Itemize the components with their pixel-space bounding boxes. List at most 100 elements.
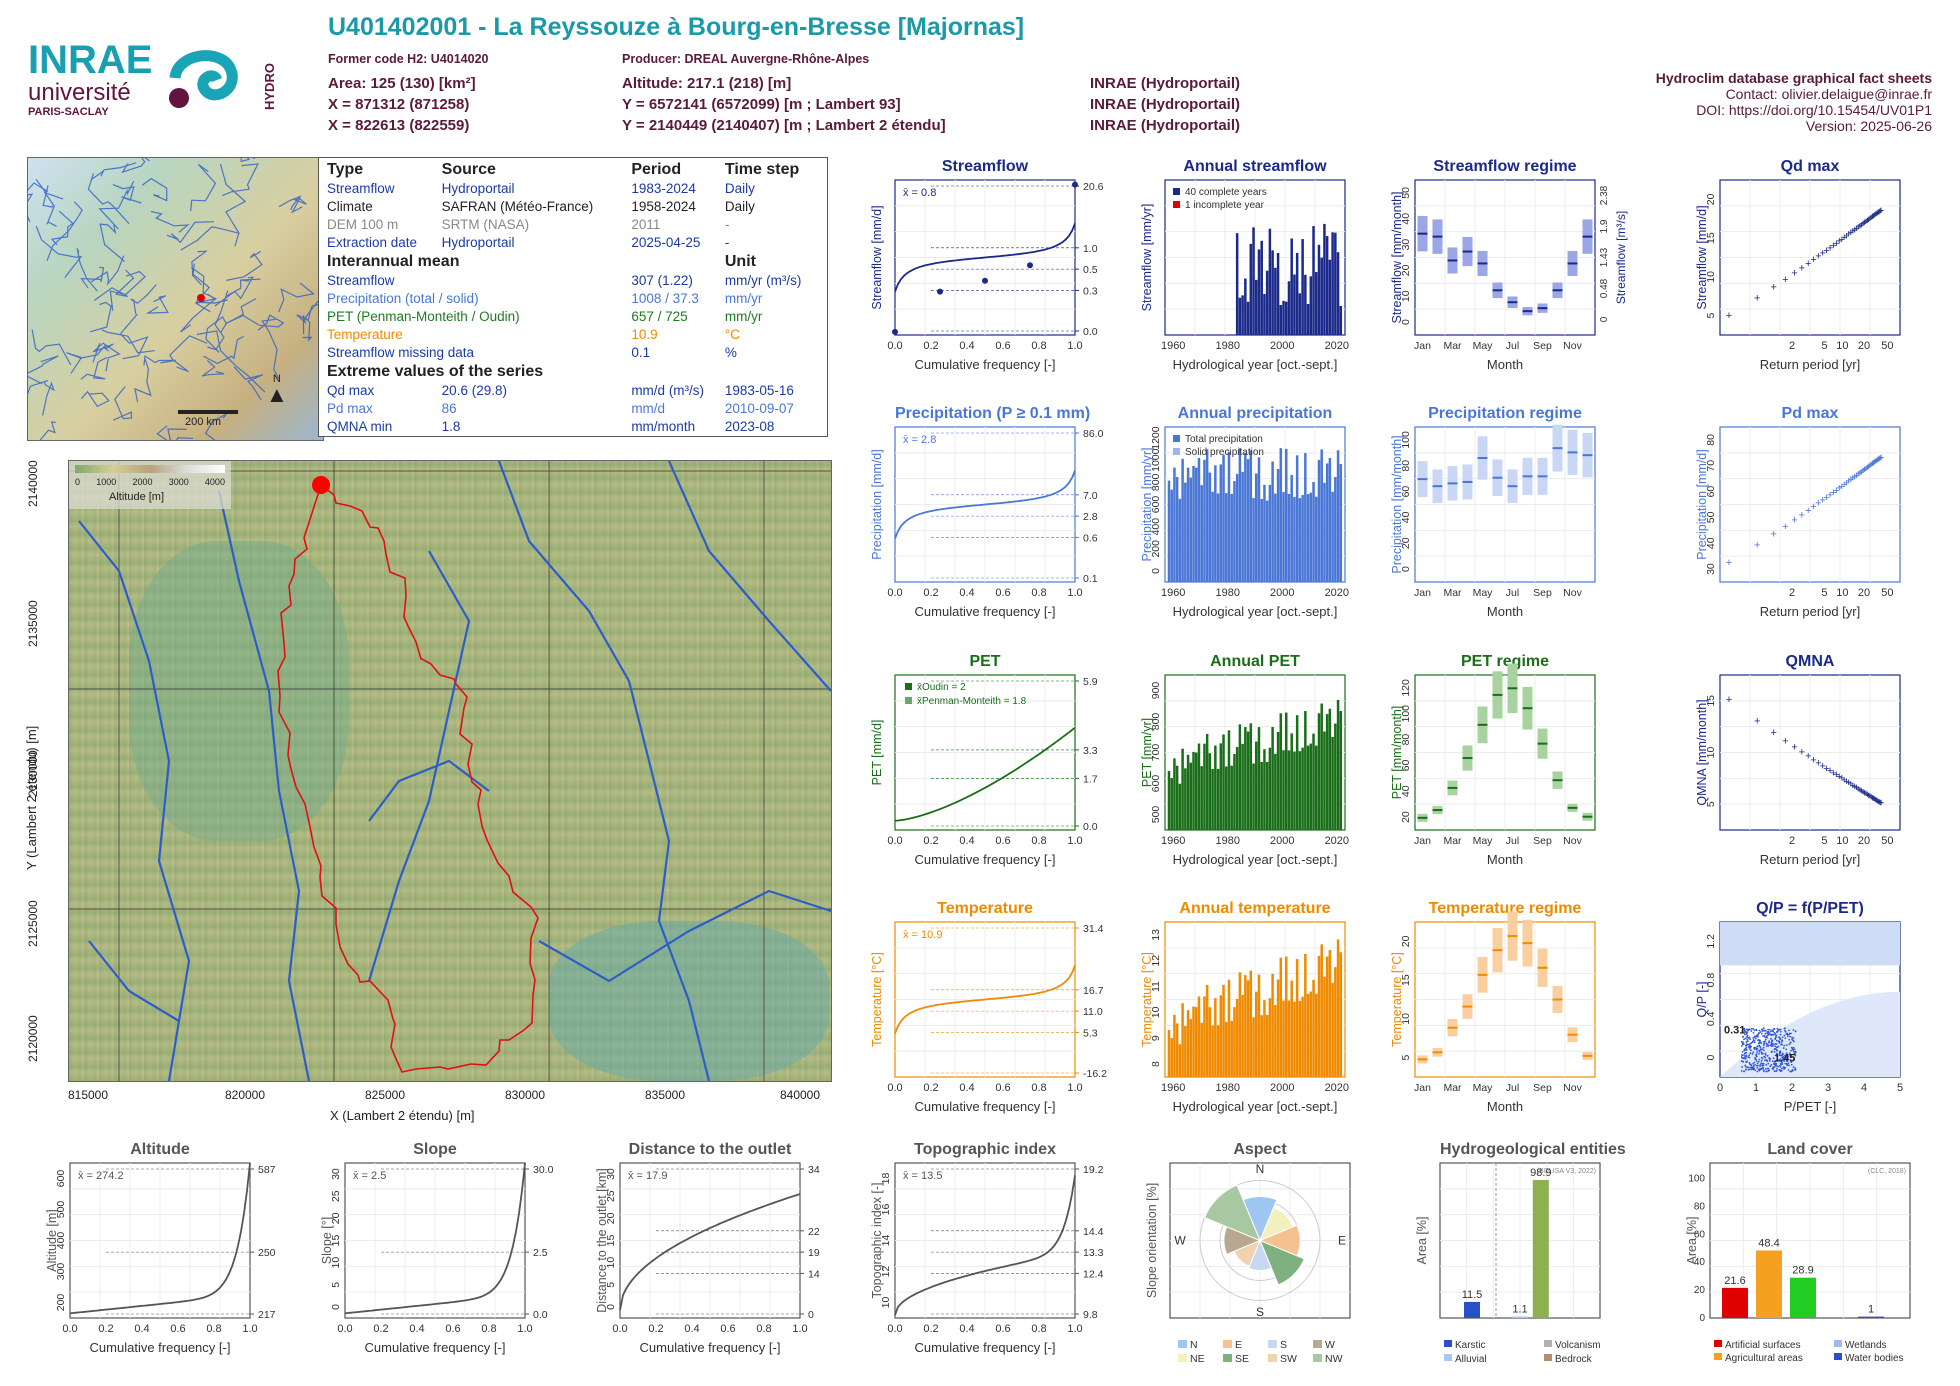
chart-title: Land cover — [1767, 1141, 1853, 1158]
rp-point: + — [1754, 293, 1760, 305]
qp-point — [1783, 1044, 1786, 1047]
annual-bar — [1325, 714, 1329, 830]
annual-bar — [1298, 293, 1302, 335]
extreme-cell-date: 1983-05-16 — [724, 383, 794, 398]
annual-bar — [1173, 467, 1176, 582]
qp-point — [1788, 1029, 1790, 1032]
qp-point — [1792, 1066, 1795, 1068]
qp-point — [1762, 1062, 1765, 1065]
y-lambert2e: Y = 2140449 (2140407) [m ; Lambert 2 éte… — [622, 117, 946, 134]
qp-point — [1774, 1036, 1777, 1039]
y-tick: 800 — [1150, 473, 1162, 491]
annual-bar — [1252, 1017, 1255, 1077]
x-axis-label: Cumulative frequency [-] — [90, 1340, 231, 1355]
rp-point: + — [1869, 211, 1875, 223]
qp-point — [1783, 1060, 1786, 1063]
qp-point — [1759, 1031, 1762, 1033]
hydro-bar — [1464, 1301, 1480, 1318]
annual-bar — [1205, 984, 1209, 1077]
y-axis-label: PET [mm/yr] — [1140, 718, 1154, 787]
bar-label: 48.4 — [1758, 1237, 1779, 1249]
qp-point — [1744, 1044, 1747, 1047]
y-tick: 5 — [1400, 1055, 1412, 1061]
legend-item: N — [1190, 1339, 1198, 1351]
rp-point: + — [1839, 234, 1845, 246]
x-tick: 50 — [1881, 340, 1893, 352]
qp-point — [1756, 1070, 1759, 1073]
annual-bar — [1276, 253, 1280, 335]
rp-point: + — [1836, 483, 1842, 495]
rp-point: + — [1864, 462, 1870, 474]
qp-point — [1764, 1068, 1767, 1070]
annual-bar — [1241, 471, 1244, 582]
annual-bar — [1170, 778, 1173, 830]
qp-point — [1775, 1031, 1778, 1033]
y-tick: 30 — [1400, 239, 1412, 251]
qp-point — [1775, 1062, 1778, 1065]
annual-bar — [1325, 236, 1329, 335]
qp-point — [1781, 1056, 1784, 1059]
qp-point — [1746, 1038, 1749, 1041]
right-tick: 12.4 — [1083, 1268, 1104, 1280]
qp-point — [1792, 1048, 1794, 1051]
x-tick: 0.2 — [923, 340, 938, 352]
y-tick: 60 — [1705, 486, 1717, 498]
annual-bar — [1298, 498, 1302, 582]
x-tick: 10 — [1836, 587, 1848, 599]
annual-bar — [1233, 481, 1236, 582]
y-tick: 800 — [1150, 713, 1162, 731]
right-tick: 22 — [808, 1226, 820, 1238]
qp-point — [1786, 1063, 1789, 1066]
qp-point — [1753, 1029, 1756, 1032]
qp-point — [1745, 1048, 1748, 1051]
extreme-row: Qd max 20.6 (29.8) mm/d (m³/s) 1983-05-16 — [325, 382, 821, 400]
x-tick: 0.4 — [959, 1082, 974, 1094]
chart-svg: 0.0 0.2 0.4 0.6 0.8 1.0 x̄ = 17.9 34 22 19 14 0 0 5 10… — [595, 1162, 820, 1355]
y-tick: 600 — [1150, 775, 1162, 793]
hydro-bar — [1512, 1316, 1528, 1318]
x-tick: 1980 — [1215, 340, 1239, 352]
rp-point: + — [1868, 792, 1874, 804]
annual-bar — [1222, 984, 1225, 1077]
y-tick: 500 — [55, 1201, 67, 1219]
y-tick: 200 — [55, 1294, 67, 1312]
y-tick: 25 — [605, 1190, 617, 1202]
qp-point — [1753, 1061, 1756, 1064]
qp-point — [1767, 1028, 1770, 1031]
annual-bar — [1279, 957, 1283, 1077]
annual-bar — [1225, 493, 1228, 582]
rp-point: + — [1852, 224, 1858, 236]
annual-bar — [1230, 493, 1233, 582]
qp-point — [1775, 1039, 1778, 1042]
rp-point: + — [1791, 742, 1797, 754]
annual-bar — [1285, 712, 1288, 830]
chart-svg: Jan Mar May Jul Sep Nov 0 10 20 30 40 50 0 0.48 1.43 1.… — [1390, 179, 1628, 372]
x-tick: 10 — [1836, 835, 1848, 847]
chart-topo_cdf: Topographic index 0.0 0.2 0.4 0.6 0.8 1.0 x̄ = … — [835, 1141, 1125, 1366]
qp-point — [1746, 1034, 1749, 1037]
y-tick: 10 — [1400, 290, 1412, 302]
x-tick: 0.0 — [887, 340, 902, 352]
y-tick: 5 — [605, 1282, 617, 1288]
y-tick: 30 — [605, 1168, 617, 1180]
annual-bar — [1265, 1014, 1269, 1077]
qp-point — [1773, 1051, 1776, 1053]
qp-point — [1772, 1057, 1775, 1060]
chart-slope_cdf: Slope 0.0 0.2 0.4 0.6 0.8 1.0 x̄ = 2.5 30.0 2.5 0.… — [285, 1141, 575, 1366]
qp-point — [1769, 1028, 1771, 1031]
annual-bar — [1249, 243, 1253, 335]
qp-point — [1756, 1067, 1759, 1069]
right-tick: 0.3 — [1083, 285, 1098, 297]
qp-point — [1764, 1053, 1767, 1056]
rp-point: + — [1853, 223, 1859, 235]
qp-point — [1750, 1030, 1753, 1032]
annual-bar — [1252, 227, 1255, 335]
right-tick: 34 — [808, 1164, 820, 1176]
x-tick: 1980 — [1215, 835, 1239, 847]
y-tick: 15 — [330, 1235, 342, 1247]
annual-bar — [1304, 711, 1307, 830]
info-cell-source: SAFRAN (Météo-France) — [441, 199, 594, 214]
x-tick: Mar — [1443, 587, 1462, 599]
qp-point — [1754, 1069, 1757, 1072]
qp-point — [1776, 1060, 1779, 1062]
